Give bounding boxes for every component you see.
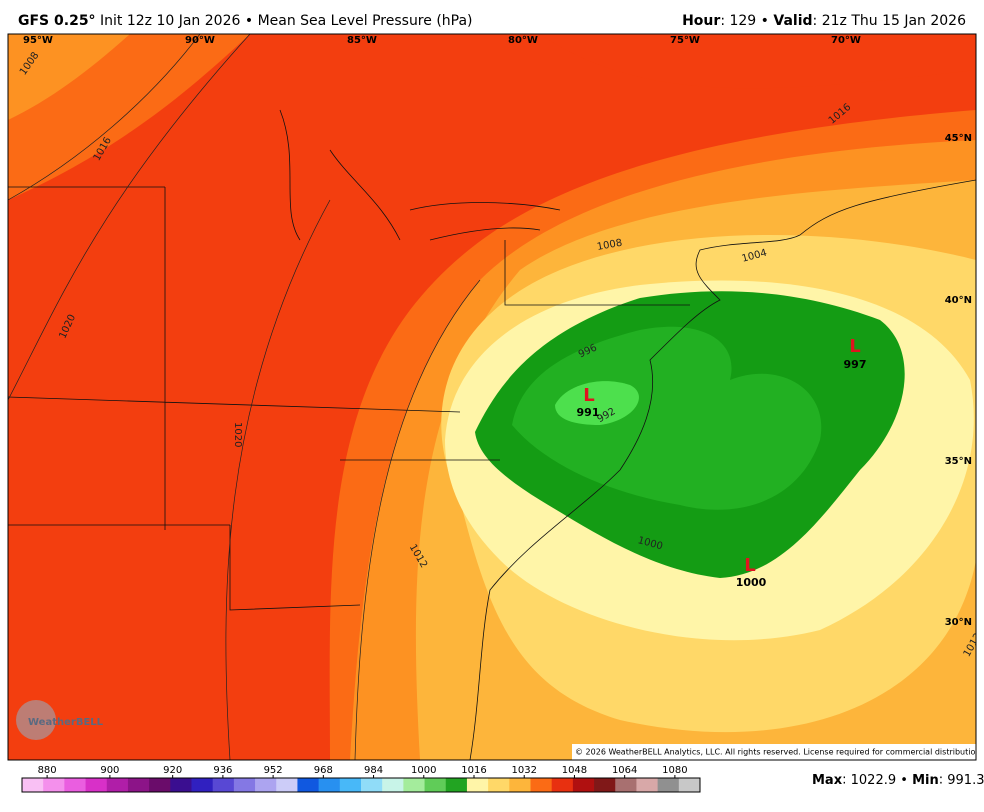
- colorbar-swatch: [361, 778, 383, 792]
- latitude-label: 30°N: [945, 617, 972, 628]
- colorbar-swatch: [339, 778, 362, 792]
- contour-label: 1008: [596, 238, 623, 253]
- colorbar-tick-label: 920: [163, 765, 182, 776]
- longitude-label: 85°W: [347, 35, 377, 46]
- colorbar-swatch: [424, 778, 447, 792]
- colorbar-tick-label: 1016: [461, 765, 486, 776]
- colorbar-tick-label: 936: [213, 765, 232, 776]
- longitude-label: 70°W: [831, 35, 861, 46]
- colorbar-swatch: [106, 778, 129, 792]
- colorbar-swatch: [170, 778, 192, 792]
- colorbar-swatch: [594, 778, 616, 792]
- colorbar-swatch: [551, 778, 574, 792]
- low-value: 997: [844, 358, 867, 371]
- init: Init 12z 10 Jan 2026: [100, 13, 240, 29]
- logo: WeatherBELL: [28, 717, 104, 728]
- colorbar-swatch: [43, 778, 65, 792]
- colorbar-frame: [21, 777, 701, 793]
- colorbar-swatch: [64, 778, 87, 792]
- separator: •: [761, 13, 769, 29]
- colorbar-swatch: [276, 778, 298, 792]
- low-symbol: L: [849, 336, 860, 357]
- valid-label: Valid: [773, 13, 812, 29]
- longitude-label: 90°W: [185, 35, 215, 46]
- min: 991.3: [947, 773, 984, 788]
- latitude-label: 45°N: [945, 133, 972, 144]
- header-left: GFS 0.25° Init 12z 10 Jan 2026 • Mean Se…: [18, 13, 473, 29]
- colorbar-swatch: [297, 778, 320, 792]
- hour: 129: [729, 13, 756, 29]
- colorbar-tick-label: 1064: [612, 765, 637, 776]
- colorbar-swatch: [572, 778, 595, 792]
- separator: •: [245, 13, 253, 29]
- colorbar-swatch: [615, 778, 637, 792]
- colorbar-tick-label: 952: [264, 765, 283, 776]
- copyright: © 2026 WeatherBELL Analytics, LLC. All r…: [575, 748, 983, 757]
- colorbar-swatch: [466, 778, 489, 792]
- field-fill: [8, 34, 130, 120]
- colorbar-tick-label: 1000: [411, 765, 436, 776]
- field: Mean Sea Level Pressure (hPa): [258, 13, 473, 29]
- colorbar-swatch: [212, 778, 235, 792]
- field-fill: [555, 381, 639, 425]
- min-label: Min: [912, 773, 939, 788]
- header-right: Hour: 129 • Valid: 21z Thu 15 Jan 2026: [682, 13, 966, 29]
- colorbar-tick-label: 1080: [662, 765, 687, 776]
- latitude-label: 40°N: [945, 295, 972, 306]
- colorbar-swatch: [445, 778, 468, 792]
- colorbar-swatch: [149, 778, 171, 792]
- colorbar-swatch: [657, 778, 680, 792]
- colorbar-swatch: [127, 778, 150, 792]
- low-symbol: L: [744, 555, 755, 576]
- lake-shore: [279, 109, 561, 241]
- colorbar-swatch: [22, 778, 44, 792]
- colorbar-swatch: [636, 778, 659, 792]
- colorbar-swatch: [678, 778, 701, 792]
- longitude-label: 75°W: [670, 35, 700, 46]
- logo-globe: [16, 700, 56, 740]
- colorbar-swatch: [382, 778, 404, 792]
- latitude-label: 35°N: [945, 456, 972, 467]
- field-fill: [512, 326, 822, 510]
- coastline: [469, 179, 976, 760]
- colorbar-tick-label: 968: [314, 765, 333, 776]
- longitude-label: 80°W: [508, 35, 538, 46]
- valid: 21z Thu 15 Jan 2026: [822, 13, 966, 29]
- field-fill: [540, 34, 976, 89]
- max-label: Max: [812, 773, 843, 788]
- colorbar-swatch: [255, 778, 277, 792]
- map: 1008 1016 1020 1020 1012 1008 1004 996 9…: [8, 34, 983, 760]
- colorbar: 880 900 920 936 952 968 984 1000 1016 1032 1048 106…: [21, 765, 701, 793]
- graticule-labels: 95°W 90°W 85°W 80°W 75°W 70°W 45°N 40°N 35°N 30°N: [23, 35, 972, 628]
- separator: •: [900, 773, 908, 788]
- longitude-label: 95°W: [23, 35, 53, 46]
- colorbar-swatch: [233, 778, 256, 792]
- state-border: [8, 186, 690, 611]
- colorbar-tick-label: 880: [38, 765, 57, 776]
- colorbar-swatch: [191, 778, 214, 792]
- max: 1022.9: [851, 773, 897, 788]
- low-symbol: L: [583, 385, 594, 406]
- model: GFS 0.25°: [18, 13, 96, 29]
- colorbar-tick-label: 1048: [562, 765, 587, 776]
- colorbar-swatch: [488, 778, 510, 792]
- map-frame: [7, 33, 977, 761]
- low-value: 1000: [736, 576, 767, 589]
- contour-label: 1020: [232, 422, 243, 447]
- copyright-box: [572, 744, 976, 760]
- colorbar-swatch: [403, 778, 426, 792]
- low-value: 991: [577, 406, 600, 419]
- colorbar-tick-label: 900: [100, 765, 119, 776]
- colorbar-tick-label: 1032: [511, 765, 536, 776]
- colorbar-swatch: [85, 778, 108, 792]
- hour-label: Hour: [682, 13, 720, 29]
- colorbar-swatch: [530, 778, 553, 792]
- colorbar-swatch: [318, 778, 341, 792]
- max-min: Max: 1022.9 • Min: 991.3: [812, 773, 984, 788]
- isobar: [8, 34, 481, 760]
- colorbar-swatch: [509, 778, 531, 792]
- colorbar-tick-label: 984: [364, 765, 383, 776]
